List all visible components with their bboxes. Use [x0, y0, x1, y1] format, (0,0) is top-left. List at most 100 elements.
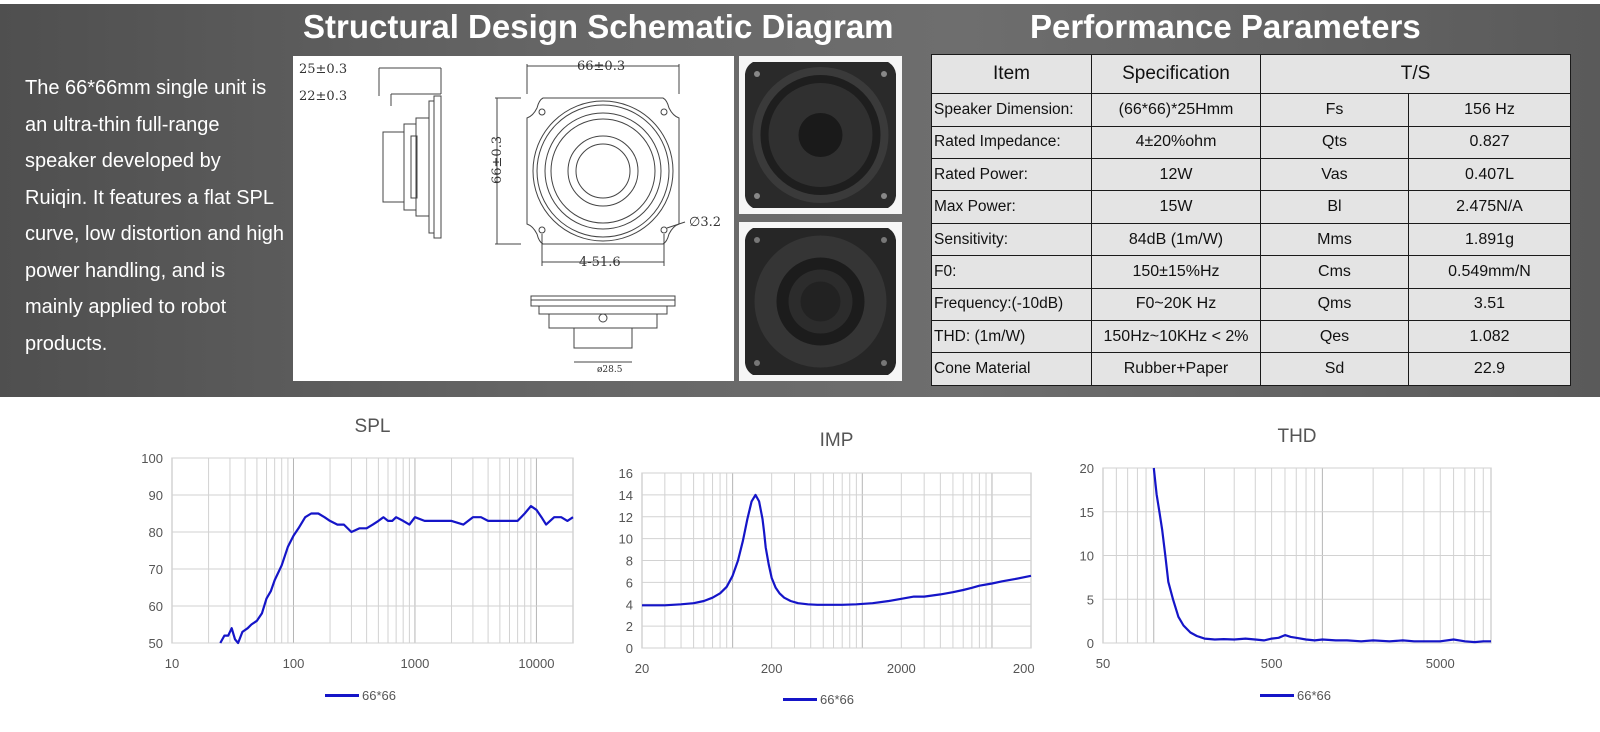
cell-spec: (66*66)*25Hmm	[1091, 93, 1261, 127]
x-tick-label: 50	[1096, 656, 1110, 671]
y-tick-label: 50	[149, 636, 163, 651]
dim-66-width-label: 66±0.3	[577, 59, 625, 74]
dim-magnet-label: ø28.5	[597, 365, 623, 375]
x-tick-label: 500	[1261, 656, 1283, 671]
cell-item: Speaker Dimension:	[931, 93, 1092, 127]
y-tick-label: 10	[1080, 549, 1094, 564]
y-tick-label: 4	[626, 597, 633, 612]
cell-spec: 84dB (1m/W)	[1091, 222, 1261, 257]
table-header-ts: T/S	[1260, 53, 1571, 95]
cell-ts-value: 0.549mm/N	[1408, 255, 1571, 289]
dim-22-label: 22±0.3	[299, 89, 347, 104]
cell-spec: 150±15%Hz	[1091, 255, 1261, 289]
table-row: Cone Material Rubber+Paper Sd 22.9	[931, 352, 1571, 386]
cell-ts-value: 1.891g	[1408, 222, 1571, 257]
legend-swatch	[325, 694, 359, 697]
schematic-title: Structural Design Schematic Diagram	[303, 8, 894, 45]
table-header-row: Item Specification T/S	[931, 53, 1571, 95]
x-tick-label: 10	[165, 656, 179, 671]
parameters-table: Item Specification T/S Speaker Dimension…	[931, 53, 1571, 386]
x-tick-label: 20000	[1013, 661, 1035, 676]
table-header-spec: Specification	[1091, 53, 1261, 95]
cell-spec: 15W	[1091, 190, 1261, 224]
imp-chart: IMP 0 2 4 6 8 10 12 14 16 20 200 2000 20000 66*66	[605, 408, 1035, 730]
table-row: Frequency:(-10dB) F0~20K Hz Qms 3.51	[931, 287, 1571, 322]
legend-swatch	[783, 698, 817, 701]
chart-svg: SPL 50 60 70 80 90 100 10 100 1000 10000	[141, 416, 574, 671]
y-tick-label: 5	[1087, 592, 1094, 607]
cell-ts-param: Vas	[1260, 158, 1409, 192]
y-tick-label: 12	[619, 510, 633, 525]
cell-ts-param: Fs	[1260, 93, 1409, 127]
x-tick-label: 5000	[1426, 656, 1455, 671]
series-line	[642, 493, 1032, 607]
cell-ts-value: 0.827	[1408, 125, 1571, 160]
dim-25-label: 25±0.3	[299, 62, 347, 77]
y-tick-label: 14	[619, 488, 633, 503]
cell-spec: 4±20%ohm	[1091, 125, 1261, 160]
chart-title: THD	[1277, 426, 1316, 447]
cell-ts-param: Cms	[1260, 255, 1409, 289]
x-tick-label: 1000	[400, 656, 429, 671]
cell-item: Rated Impedance:	[931, 125, 1092, 160]
table-row: Rated Power: 12W Vas 0.407L	[931, 158, 1571, 192]
y-tick-label: 15	[1080, 505, 1094, 520]
speaker-front-photo	[739, 56, 902, 214]
x-tick-label: 10000	[518, 656, 554, 671]
y-tick-label: 70	[149, 562, 163, 577]
cell-item: Rated Power:	[931, 158, 1092, 192]
table-row: Max Power: 15W Bl 2.475N/A	[931, 190, 1571, 224]
x-tick-label: 100	[283, 656, 305, 671]
chart-svg: IMP 0 2 4 6 8 10 12 14 16 20 200 2000 20000	[619, 430, 1035, 676]
cell-ts-param: Sd	[1260, 352, 1409, 386]
cell-item: Sensitivity:	[931, 222, 1092, 257]
cell-ts-param: Qts	[1260, 125, 1409, 160]
cell-ts-value: 22.9	[1408, 352, 1571, 386]
cell-ts-value: 156 Hz	[1408, 93, 1571, 127]
cell-ts-param: Qes	[1260, 320, 1409, 354]
thd-chart: THD 0 5 10 15 20 50 500 5000 66*66	[1065, 408, 1495, 730]
schematic-diagram: 25±0.3 22±0.3 66±0.3 66±0.3 ∅3.2 4-51.6 …	[293, 56, 734, 381]
y-tick-label: 16	[619, 466, 633, 481]
dim-pitch-label: 4-51.6	[579, 255, 621, 270]
y-tick-label: 10	[619, 532, 633, 547]
x-tick-label: 20	[635, 661, 649, 676]
chart-legend: 66*66	[325, 688, 396, 703]
table-row: Rated Impedance: 4±20%ohm Qts 0.827	[931, 125, 1571, 160]
y-tick-label: 2	[626, 619, 633, 634]
y-tick-label: 20	[1080, 461, 1094, 476]
x-tick-label: 200	[761, 661, 783, 676]
cell-ts-value: 2.475N/A	[1408, 190, 1571, 224]
y-tick-label: 6	[626, 575, 633, 590]
y-tick-label: 100	[141, 451, 163, 466]
cell-ts-value: 3.51	[1408, 287, 1571, 322]
cell-item: THD: (1m/W)	[931, 320, 1092, 354]
cell-item: F0:	[931, 255, 1092, 289]
cell-item: Frequency:(-10dB)	[931, 287, 1092, 322]
speaker-back-photo	[739, 222, 902, 381]
chart-legend: 66*66	[783, 692, 854, 707]
legend-label: 66*66	[820, 692, 854, 707]
chart-title: SPL	[355, 416, 391, 437]
cell-spec: Rubber+Paper	[1091, 352, 1261, 386]
x-tick-label: 2000	[887, 661, 916, 676]
cell-ts-param: Mms	[1260, 222, 1409, 257]
table-row: Sensitivity: 84dB (1m/W) Mms 1.891g	[931, 222, 1571, 257]
cell-ts-value: 1.082	[1408, 320, 1571, 354]
series-line	[219, 505, 574, 645]
y-tick-label: 0	[1087, 636, 1094, 651]
y-tick-label: 0	[626, 641, 633, 656]
chart-svg: THD 0 5 10 15 20 50 500 5000	[1080, 426, 1492, 671]
legend-swatch	[1260, 694, 1294, 697]
y-tick-label: 60	[149, 599, 163, 614]
y-tick-label: 90	[149, 488, 163, 503]
spl-chart: SPL 50 60 70 80 90 100 10 100 1000 10000 66*66	[135, 408, 575, 730]
legend-label: 66*66	[362, 688, 396, 703]
cell-spec: F0~20K Hz	[1091, 287, 1261, 322]
cell-ts-param: Bl	[1260, 190, 1409, 224]
cell-item: Max Power:	[931, 190, 1092, 224]
cell-item: Cone Material	[931, 352, 1092, 386]
cell-ts-value: 0.407L	[1408, 158, 1571, 192]
table-row: F0: 150±15%Hz Cms 0.549mm/N	[931, 255, 1571, 289]
legend-label: 66*66	[1297, 688, 1331, 703]
